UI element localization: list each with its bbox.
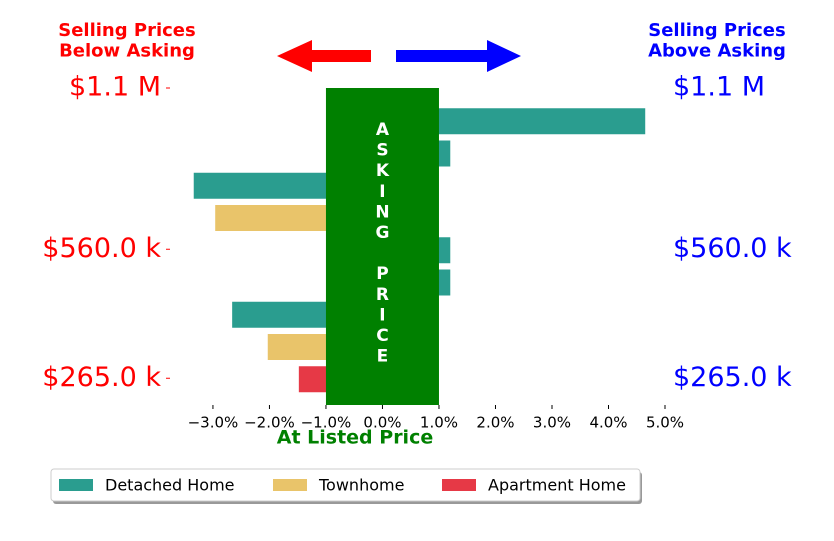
x-tick-label: −2.0% <box>244 414 295 432</box>
y-tick-label-right: $1.1 M <box>673 72 765 103</box>
legend-label: Townhome <box>318 476 404 495</box>
x-tick-label: 5.0% <box>646 414 684 432</box>
legend-swatch <box>59 479 93 491</box>
y-tick-label: $1.1 M <box>69 72 161 103</box>
x-axis-label: At Listed Price <box>277 427 433 449</box>
x-tick-label: 4.0% <box>589 414 627 432</box>
x-tick-label: 1.0% <box>420 414 458 432</box>
legend <box>50 468 641 502</box>
y-tick-label-right: $560.0 k <box>673 233 792 264</box>
y-tick-label: $560.0 k <box>42 233 161 264</box>
asking-band <box>325 88 439 405</box>
x-tick-label: −1.0% <box>301 414 352 432</box>
y-tick-label-right: $265.0 k <box>673 362 792 393</box>
y-tick-label: $265.0 k <box>42 362 161 393</box>
left-title: Selling Prices Below Asking <box>58 20 195 62</box>
x-tick-label: −3.0% <box>188 414 239 432</box>
left-arrow <box>277 40 371 72</box>
right-title: Selling Prices Above Asking <box>648 20 786 62</box>
legend-label: Apartment Home <box>488 476 626 495</box>
legend-swatch <box>442 479 476 491</box>
legend-label: Detached Home <box>105 476 235 495</box>
legend-swatch <box>273 479 307 491</box>
x-tick-label: 3.0% <box>533 414 571 432</box>
x-tick-label: 2.0% <box>476 414 514 432</box>
right-arrow <box>396 40 521 72</box>
x-tick-label: 0.0% <box>363 414 401 432</box>
